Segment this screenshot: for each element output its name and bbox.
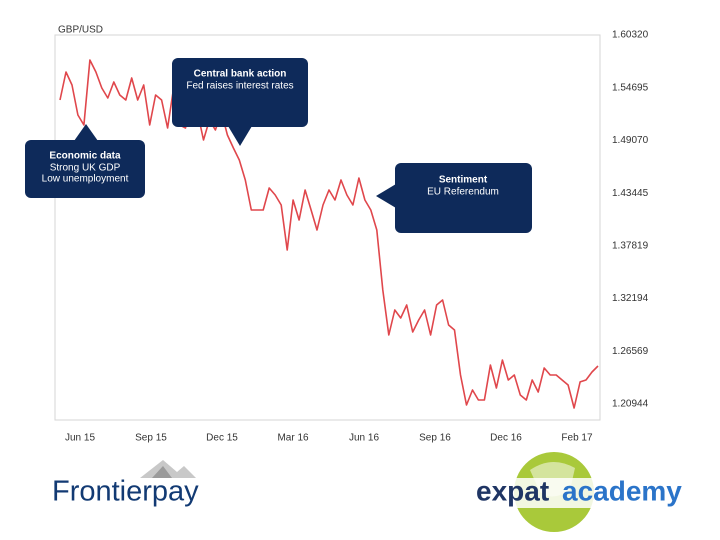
y-tick-label: 1.60320 [612, 30, 649, 41]
expat-academy-logo: expat academy [474, 452, 686, 532]
callout-pointer [376, 184, 396, 208]
y-tick-label: 1.54695 [612, 82, 649, 93]
callout-box [172, 58, 308, 127]
chart-title: GBP/USD [58, 25, 103, 36]
x-tick-label: Jun 15 [65, 433, 95, 444]
logo-band [474, 478, 686, 508]
callout-box [395, 163, 532, 233]
x-tick-label: Sep 16 [419, 433, 451, 444]
callout-pointer [228, 126, 252, 146]
x-tick-label: Sep 15 [135, 433, 167, 444]
plot: 1.60320 1.54695 1.49070 1.43445 1.37819 1.321… [59, 30, 649, 444]
callout-pointer [74, 124, 98, 141]
y-tick-label: 1.32194 [612, 293, 649, 304]
logo-text: Frontierpay [52, 476, 199, 508]
logo-text: expat [476, 475, 549, 506]
logo-mountain [140, 460, 196, 478]
x-tick-label: Dec 15 [206, 433, 238, 444]
annotation-title: Central bank action [194, 69, 287, 80]
logo-text: academy [562, 475, 682, 506]
y-tick-label: 1.43445 [612, 188, 649, 199]
x-tick-label: Jun 16 [349, 433, 379, 444]
annotation-title: Economic data [49, 151, 121, 162]
x-tick-label: Dec 16 [490, 433, 522, 444]
frontierpay-logo: Frontierpay [52, 460, 199, 508]
annotation-text: EU Referendum [427, 187, 499, 198]
annotation-title: Sentiment [439, 175, 488, 186]
annotation-text: Fed raises interest rates [186, 81, 293, 92]
y-tick-label: 1.49070 [612, 135, 649, 146]
x-tick-label: Feb 17 [561, 433, 593, 444]
logo-mountain [152, 466, 172, 478]
annotation-text: Strong UK GDP [50, 163, 121, 174]
y-tick-label: 1.20944 [612, 399, 649, 410]
y-tick-label: 1.26569 [612, 346, 649, 357]
y-tick-label: 1.37819 [612, 241, 649, 252]
price-line [59, 59, 599, 409]
annotation-text: Low unemployment [42, 174, 129, 185]
callout-box [25, 140, 145, 198]
x-tick-label: Mar 16 [277, 433, 309, 444]
